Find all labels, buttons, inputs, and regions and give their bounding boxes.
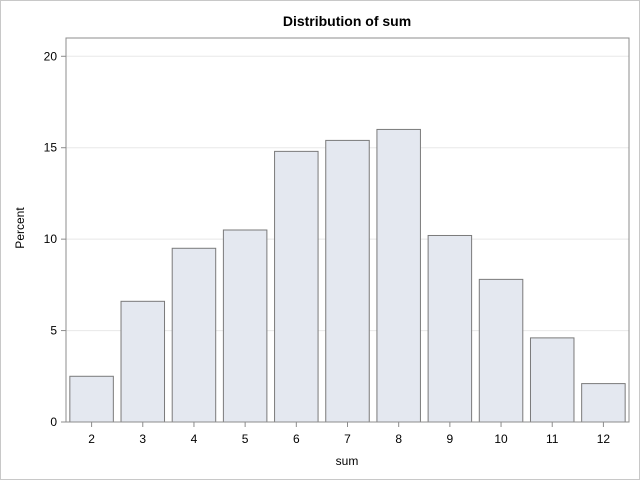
x-tick-label: 10 [494,432,508,446]
y-tick-label: 10 [44,232,58,246]
x-tick-label: 7 [344,432,351,446]
y-tick-label: 15 [44,141,58,155]
y-tick-label: 5 [50,324,57,338]
bar-6 [274,150,319,423]
x-tick-label: 4 [191,432,198,446]
x-tick-label: 6 [293,432,300,446]
bar-11 [529,337,575,423]
x-tick-label: 8 [395,432,402,446]
bar-2 [69,375,114,423]
y-tick-label: 20 [44,49,58,63]
bar-10 [478,278,524,423]
bar-9 [427,234,473,423]
y-tick-label: 0 [50,415,57,429]
x-tick-label: 12 [597,432,611,446]
bar-8 [376,128,421,423]
bar-5 [222,229,268,423]
x-axis-label: sum [336,454,359,468]
x-tick-label: 2 [88,432,95,446]
x-tick-label: 9 [447,432,454,446]
bar-4 [171,247,217,423]
x-axis-ticks: 2 3 4 5 6 7 8 9 10 11 12 [88,422,610,446]
bar-7 [325,139,370,423]
bar-3 [120,300,166,423]
x-tick-label: 11 [546,432,559,446]
bars [69,128,626,423]
x-tick-label: 5 [242,432,249,446]
y-axis-ticks: 0 5 10 15 20 [44,49,66,429]
y-axis-label: Percent [13,207,27,249]
x-tick-label: 3 [139,432,146,446]
chart-title: Distribution of sum [283,13,411,29]
bar-12 [581,383,626,423]
